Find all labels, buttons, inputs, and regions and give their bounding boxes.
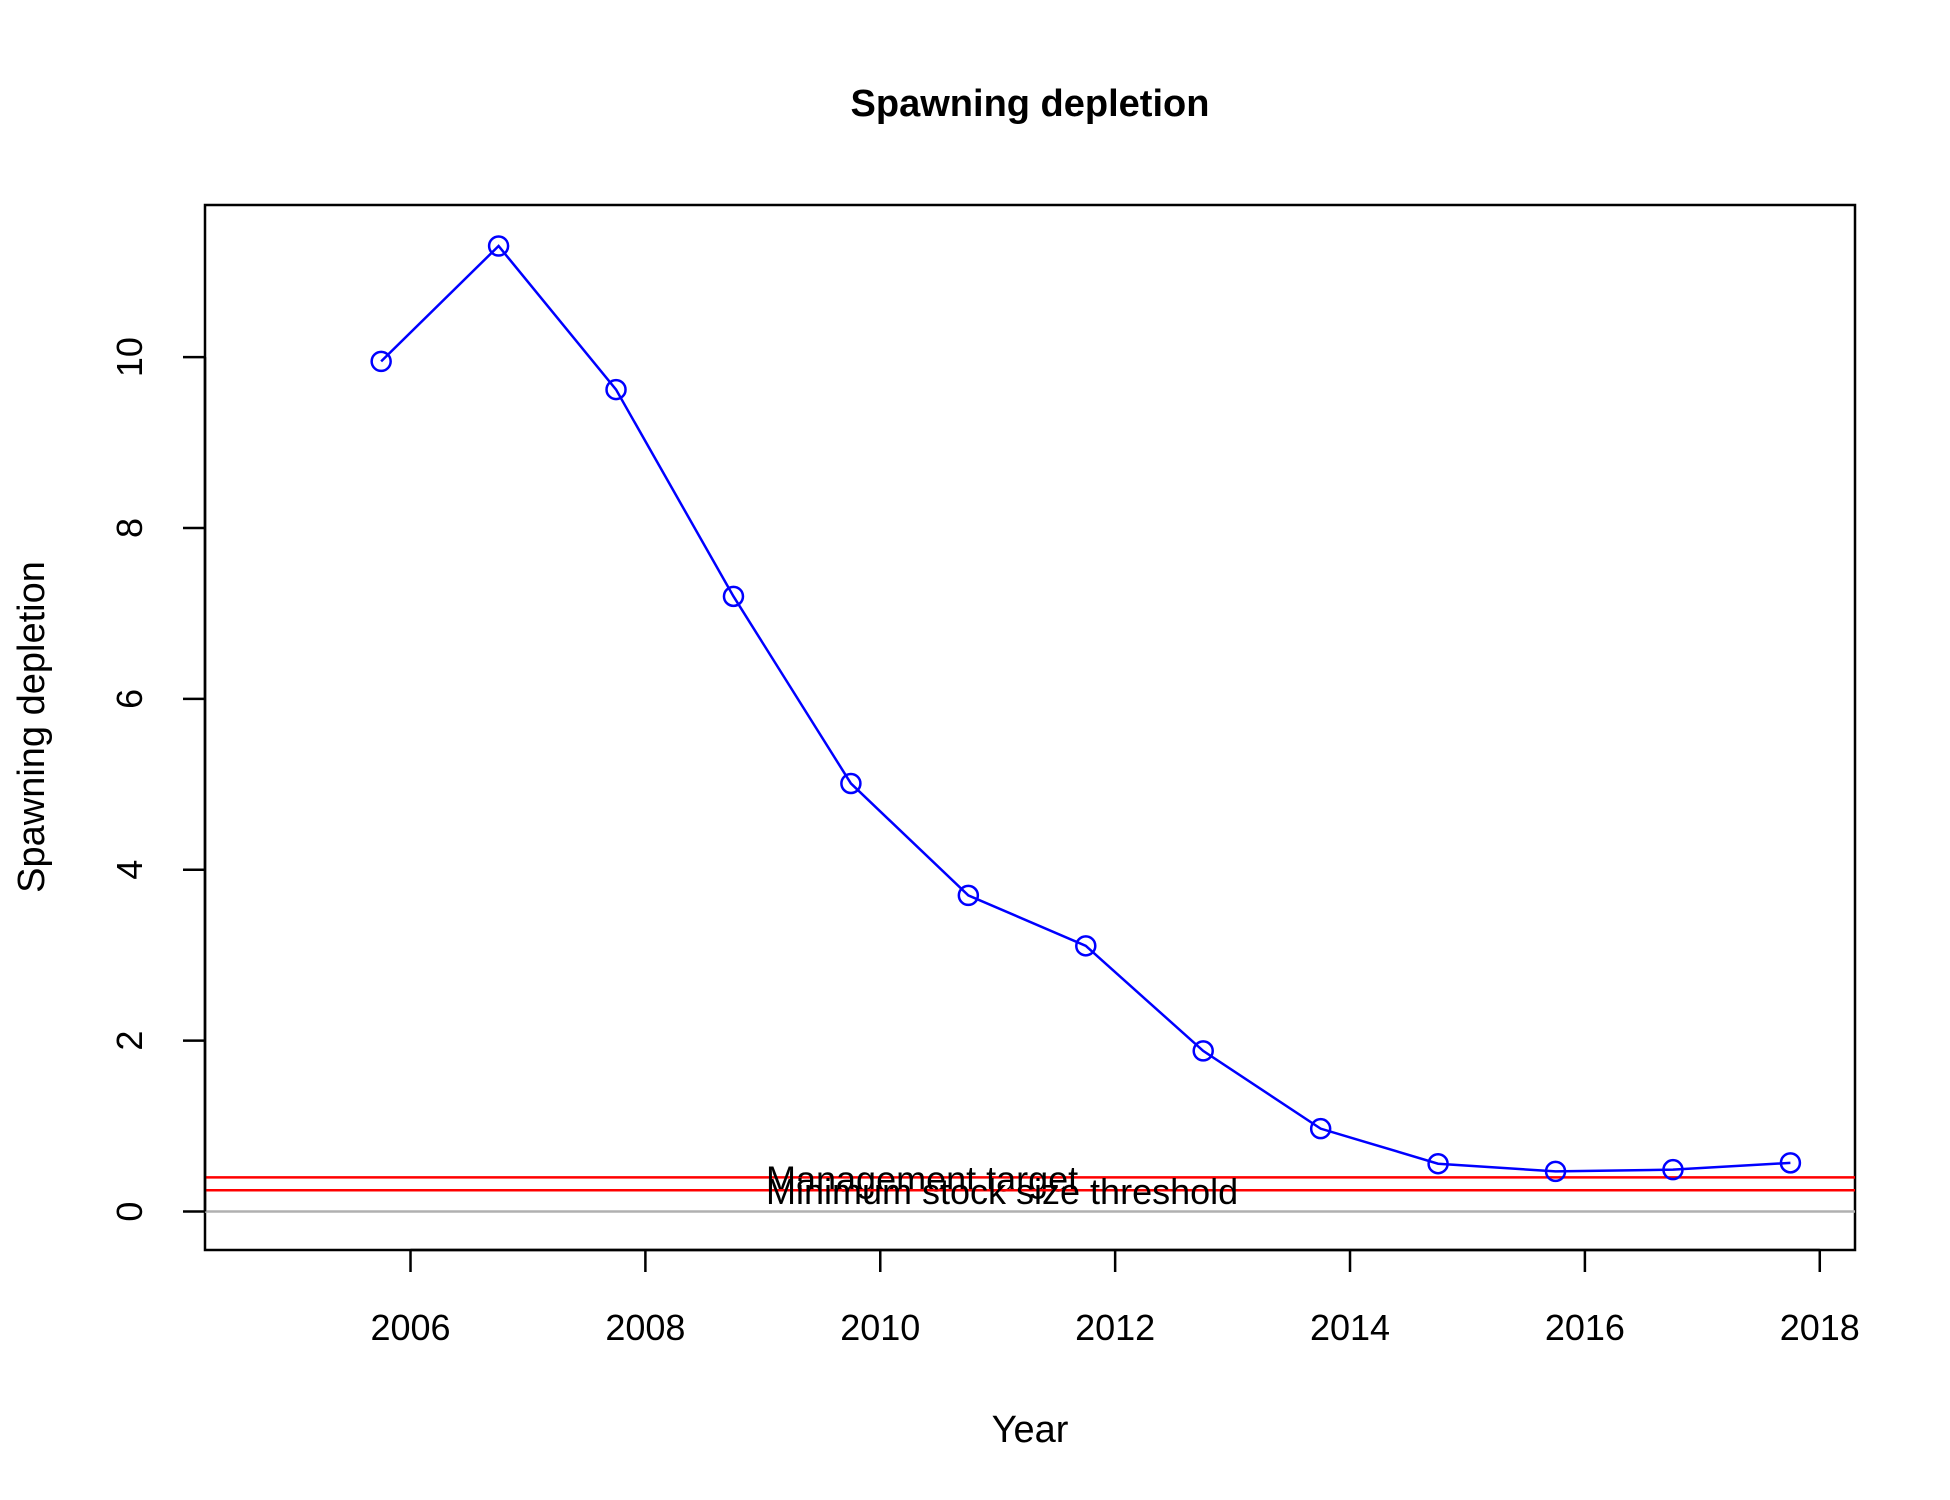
y-axis-label: Spawning depletion [11,561,53,893]
y-tick-label: 2 [109,1031,150,1051]
x-axis: 2006 2008 2010 2012 2014 2016 2018 [370,1248,1860,1348]
data-point [1779,1152,1802,1174]
x-tick-label: 2012 [1075,1307,1155,1348]
x-tick-label: 2016 [1545,1307,1625,1348]
y-axis: 0 2 4 6 8 10 [109,337,207,1222]
reference-line-label: Minimum stock size threshold [766,1171,1238,1212]
x-tick-label: 2006 [370,1307,450,1348]
y-tick-label: 0 [109,1202,150,1222]
x-tick-label: 2010 [840,1307,920,1348]
data-point [1309,1117,1332,1140]
data-point [1075,935,1097,957]
x-tick-label: 2014 [1310,1307,1390,1348]
data-point [605,378,627,401]
x-axis-label: Year [992,1409,1069,1451]
series-line [380,244,1791,1173]
y-tick-label: 8 [109,518,150,538]
y-tick-label: 10 [109,337,150,377]
y-tick-label: 4 [109,860,150,880]
data-series [370,235,1802,1183]
data-point [957,884,980,907]
data-point [722,585,745,608]
chart-title: Spawning depletion [851,83,1210,125]
x-tick-label: 2018 [1780,1307,1860,1348]
data-point [1544,1160,1567,1183]
data-point [1192,1040,1214,1062]
y-tick-label: 6 [109,689,150,709]
data-point [1427,1152,1449,1175]
data-point [487,235,510,257]
data-point [840,772,862,795]
reference-line-label: Management target [766,1158,1078,1199]
data-point [370,350,392,373]
x-tick-label: 2008 [605,1307,685,1348]
data-point [1662,1158,1684,1181]
plot-frame [203,203,1857,1252]
